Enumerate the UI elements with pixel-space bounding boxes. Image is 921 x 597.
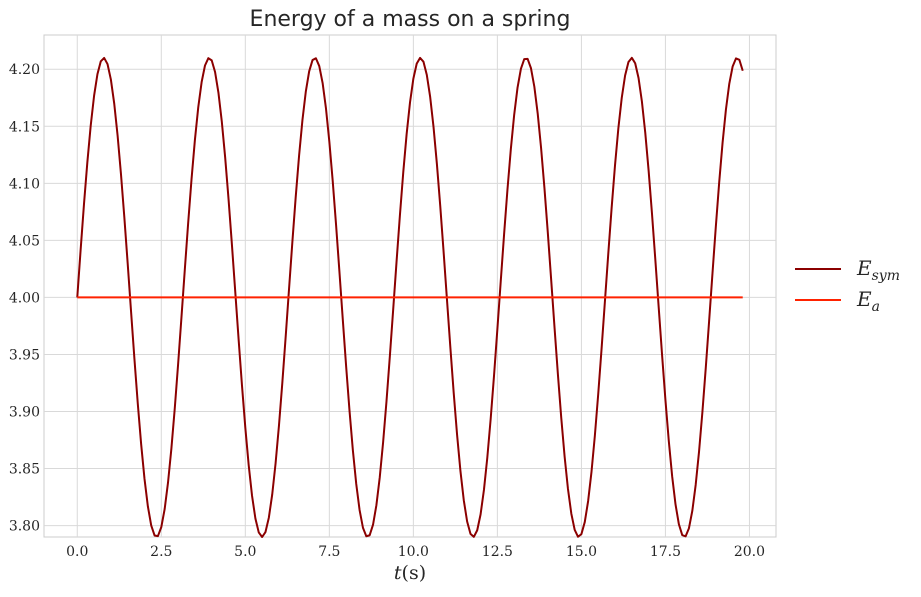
- y-tick-label: 4.00: [9, 290, 40, 306]
- y-tick-label: 4.15: [9, 119, 40, 135]
- x-tick-label: 20.0: [734, 544, 765, 560]
- y-tick-label: 4.10: [9, 176, 40, 192]
- legend: Esym Ea: [795, 256, 900, 315]
- x-tick-label: 10.0: [398, 544, 429, 560]
- y-tick-label: 3.85: [9, 462, 40, 478]
- x-tick-label: 7.5: [318, 544, 340, 560]
- legend-label-e-sym: Esym: [856, 256, 900, 284]
- x-tick-label: 0.0: [66, 544, 88, 560]
- legend-label-e-a: Ea: [856, 287, 880, 315]
- x-tick-label: 12.5: [482, 544, 513, 560]
- y-tick-label: 4.20: [9, 62, 40, 78]
- series-lines: [76, 56, 744, 538]
- y-tick-label: 3.80: [9, 519, 40, 535]
- series-line-e-sym: [76, 56, 744, 538]
- x-axis-label: t(s): [394, 562, 426, 584]
- x-tick-label: 17.5: [650, 544, 681, 560]
- y-tick-label: 3.95: [9, 347, 40, 363]
- y-tick-label: 4.05: [9, 233, 40, 249]
- x-tick-label: 15.0: [566, 544, 597, 560]
- y-tick-label: 3.90: [9, 405, 40, 421]
- plot-area: [43, 34, 777, 538]
- x-tick-label: 5.0: [234, 544, 256, 560]
- x-tick-label: 2.5: [150, 544, 172, 560]
- chart-title: Energy of a mass on a spring: [250, 7, 571, 32]
- tick-labels: 0.0 2.5 5.0 7.5 10.0 12.5 15.0 17.5 20.0 3.80 3.85…: [9, 62, 765, 560]
